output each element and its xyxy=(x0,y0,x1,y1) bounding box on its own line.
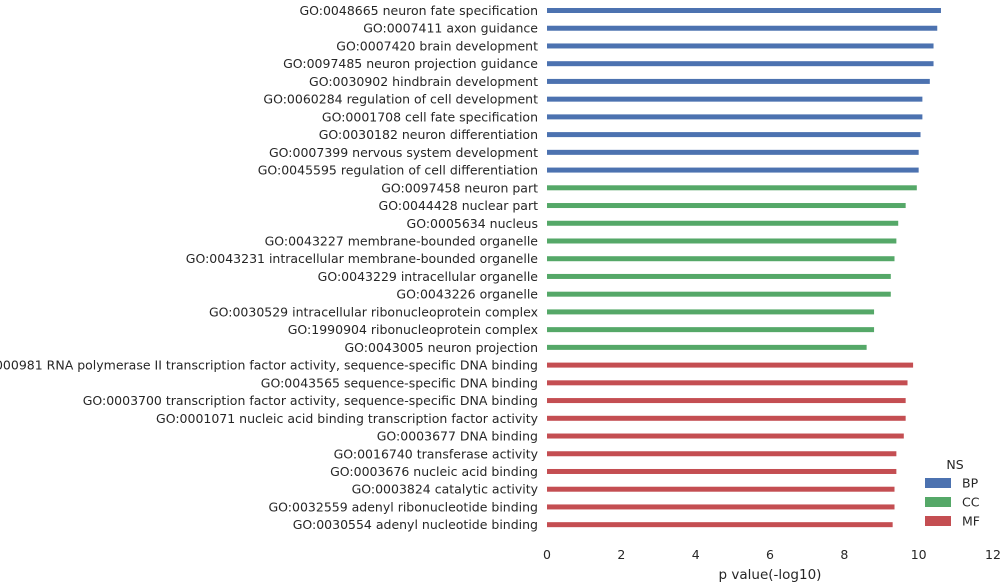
x-axis-label: p value(-log10) xyxy=(719,567,822,583)
bar-mf-30 xyxy=(547,522,893,528)
bar-bp-1 xyxy=(547,8,941,13)
category-label: GO:0048665 neuron fate specification xyxy=(299,3,538,18)
bar-bp-10 xyxy=(547,167,919,173)
bar-cc-13 xyxy=(547,220,899,226)
legend-swatch-mf xyxy=(925,516,951,526)
category-label: GO:0001708 cell fate specification xyxy=(322,109,538,124)
bar-mf-24 xyxy=(547,415,906,421)
bars-layer xyxy=(547,8,941,528)
category-label: GO:0043229 intracellular organelle xyxy=(318,269,539,284)
category-label: GO:0030182 neuron differentiation xyxy=(319,127,538,142)
legend-label-mf: MF xyxy=(962,514,980,529)
legend-title: NS xyxy=(946,457,963,472)
bar-mf-21 xyxy=(547,362,914,368)
x-tick-label: 0 xyxy=(543,547,551,562)
x-tick-label: 12 xyxy=(985,547,1001,562)
category-label: GO:0060284 regulation of cell developmen… xyxy=(263,92,538,107)
category-label: GO:0003824 catalytic activity xyxy=(352,482,539,497)
x-axis-ticks: 0 2 4 6 8 10 12 xyxy=(543,547,1001,562)
category-label: GO:0043227 membrane-bounded organelle xyxy=(265,233,539,248)
category-label: GO:0044428 nuclear part xyxy=(379,198,539,213)
bar-cc-20 xyxy=(547,344,867,350)
category-label: GO:0097458 neuron part xyxy=(381,180,538,195)
legend-swatch-bp xyxy=(925,478,951,488)
category-label: GO:0003677 DNA binding xyxy=(377,429,538,444)
bar-cc-16 xyxy=(547,273,891,279)
category-label: GO:0032559 adenyl ribonucleotide binding xyxy=(268,499,538,514)
bar-cc-11 xyxy=(547,185,917,191)
category-label: GO:0030554 adenyl nucleotide binding xyxy=(293,517,538,532)
legend-label-cc: CC xyxy=(962,495,980,510)
bar-bp-4 xyxy=(547,61,934,67)
bar-mf-26 xyxy=(547,451,897,457)
bar-cc-19 xyxy=(547,327,875,333)
category-label: GO:0030902 hindbrain development xyxy=(309,74,538,89)
legend-swatch-cc xyxy=(925,497,951,507)
category-label: GO:0007399 nervous system development xyxy=(269,145,538,160)
bar-bp-2 xyxy=(547,25,938,31)
category-label: GO:0043231 intracellular membrane-bounde… xyxy=(186,251,539,266)
category-label: GO:0045595 regulation of cell differenti… xyxy=(258,163,538,178)
bar-cc-12 xyxy=(547,203,906,209)
category-label: GO:0043565 sequence-specific DNA binding xyxy=(261,375,538,390)
bar-cc-14 xyxy=(547,238,897,244)
bar-bp-3 xyxy=(547,43,934,49)
category-label: GO:0003700 transcription factor activity… xyxy=(83,393,538,408)
category-label: GO:0097485 neuron projection guidance xyxy=(283,56,538,71)
category-label: GO:0043005 neuron projection xyxy=(344,340,538,355)
x-tick-label: 8 xyxy=(840,547,848,562)
bar-mf-25 xyxy=(547,433,904,439)
bar-mf-23 xyxy=(547,398,906,404)
category-label: GO:0043226 organelle xyxy=(396,287,538,302)
category-label: GO:1990904 ribonucleoprotein complex xyxy=(288,322,538,337)
category-label: GO:0005634 nucleus xyxy=(407,216,538,231)
bar-bp-5 xyxy=(547,78,930,84)
x-tick-label: 2 xyxy=(617,547,625,562)
x-tick-label: 4 xyxy=(692,547,700,562)
bar-bp-7 xyxy=(547,114,923,120)
bar-bp-6 xyxy=(547,96,923,102)
category-label: GO:0007420 brain development xyxy=(336,38,538,53)
category-label: GO:0030529 intracellular ribonucleoprote… xyxy=(209,304,538,319)
x-tick-label: 10 xyxy=(911,547,927,562)
x-tick-label: 6 xyxy=(766,547,774,562)
category-labels: GO:0048665 neuron fate specification GO:0… xyxy=(0,3,539,532)
bar-cc-17 xyxy=(547,291,891,297)
bar-cc-15 xyxy=(547,256,895,262)
legend-label-bp: BP xyxy=(962,476,979,491)
category-label: GO:0000981 RNA polymerase II transcripti… xyxy=(0,358,538,373)
bar-cc-18 xyxy=(547,309,875,315)
category-label: GO:0001071 nucleic acid binding transcri… xyxy=(156,411,539,426)
bar-bp-9 xyxy=(547,149,919,155)
category-label: GO:0016740 transferase activity xyxy=(334,446,539,461)
legend: NS BP CC MF xyxy=(925,457,980,529)
bar-mf-28 xyxy=(547,486,895,492)
bar-mf-22 xyxy=(547,380,908,386)
category-label: GO:0003676 nucleic acid binding xyxy=(330,464,538,479)
bar-mf-29 xyxy=(547,504,895,510)
bar-bp-8 xyxy=(547,132,921,138)
bar-mf-27 xyxy=(547,468,897,474)
category-label: GO:0007411 axon guidance xyxy=(363,21,538,36)
